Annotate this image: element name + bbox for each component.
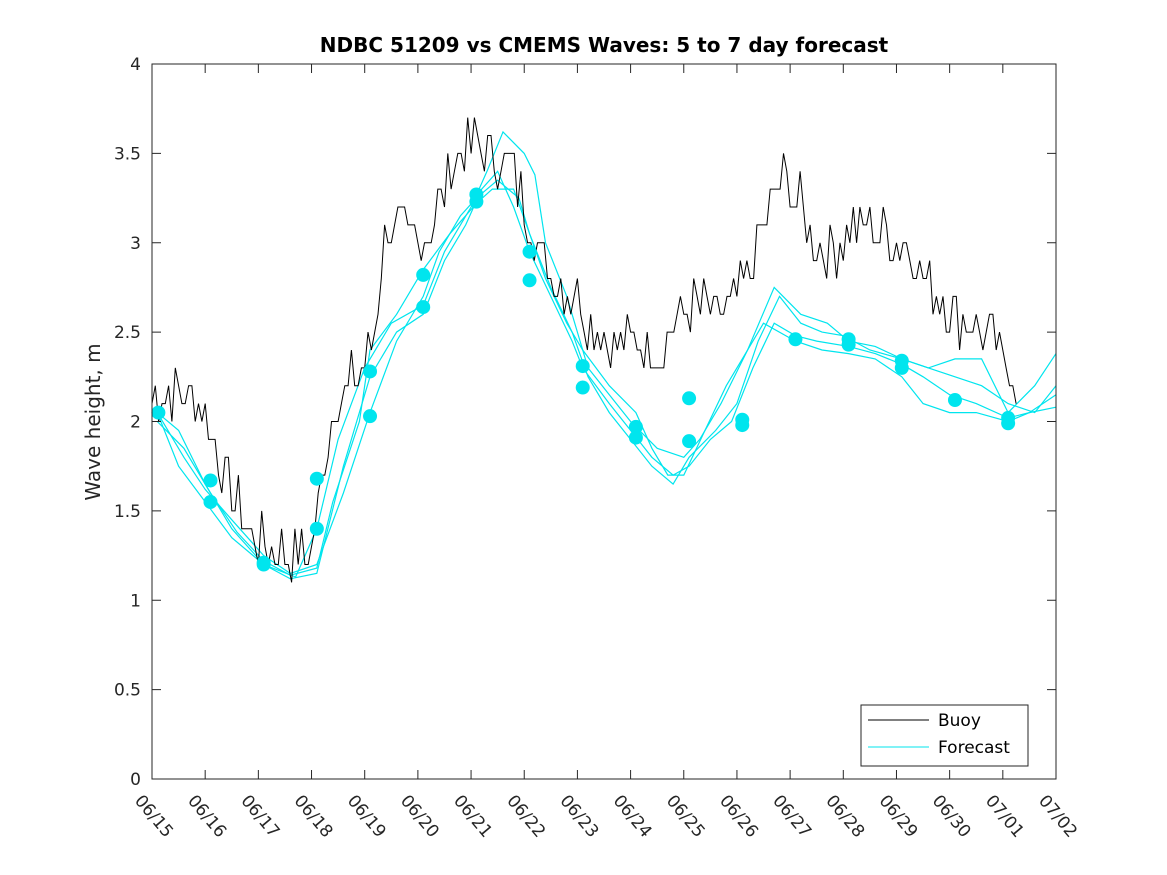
- series-layer: [151, 117, 1057, 583]
- forecast-marker: [682, 391, 697, 406]
- forecast-marker: [628, 419, 643, 434]
- y-tick-label: 2.5: [114, 323, 141, 343]
- forecast-line: [156, 170, 1057, 580]
- y-axis-label: Wave height, m: [81, 343, 105, 500]
- forecast-marker: [522, 244, 537, 259]
- plot-area: [152, 64, 1056, 779]
- legend-forecast-label: Forecast: [938, 738, 1010, 758]
- legend: Buoy Forecast: [860, 704, 1029, 767]
- forecast-marker: [894, 360, 909, 375]
- forecast-marker: [1001, 416, 1016, 431]
- legend-buoy-label: Buoy: [938, 711, 981, 731]
- forecast-line: [156, 179, 1057, 575]
- forecast-marker: [416, 267, 431, 282]
- y-tick-label: 2: [130, 413, 141, 433]
- forecast-marker: [256, 557, 271, 572]
- forecast-marker: [947, 393, 962, 408]
- forecast-line: [156, 188, 1057, 576]
- forecast-marker: [309, 471, 324, 486]
- forecast-marker: [469, 194, 484, 209]
- forecast-marker: [682, 434, 697, 449]
- forecast-marker: [575, 359, 590, 374]
- legend-box: [860, 704, 1029, 767]
- forecast-marker: [628, 430, 643, 445]
- chart-title: NDBC 51209 vs CMEMS Waves: 5 to 7 day fo…: [320, 33, 889, 57]
- forecast-marker: [203, 494, 218, 509]
- y-tick-label: 3.5: [114, 144, 141, 164]
- forecast-marker: [363, 364, 378, 379]
- y-tick-label: 0: [130, 770, 141, 790]
- y-tick-label: 1.5: [114, 502, 141, 522]
- y-tick-label: 0.5: [114, 681, 141, 701]
- forecast-marker: [788, 332, 803, 347]
- forecast-marker: [363, 409, 378, 424]
- forecast-marker: [203, 473, 218, 488]
- forecast-marker: [416, 300, 431, 315]
- y-tick-label: 4: [130, 55, 141, 75]
- forecast-marker: [575, 380, 590, 395]
- y-tick-label: 1: [130, 591, 141, 611]
- forecast-marker: [735, 418, 750, 433]
- forecast-marker: [841, 337, 856, 352]
- buoy-line: [151, 117, 1017, 583]
- forecast-marker: [309, 521, 324, 536]
- forecast-marker: [522, 273, 537, 288]
- forecast-marker: [151, 405, 166, 420]
- y-axis: 0 0.5 1 1.5 2 2.5 3 3.5 4: [114, 55, 1056, 790]
- y-tick-label: 3: [130, 234, 141, 254]
